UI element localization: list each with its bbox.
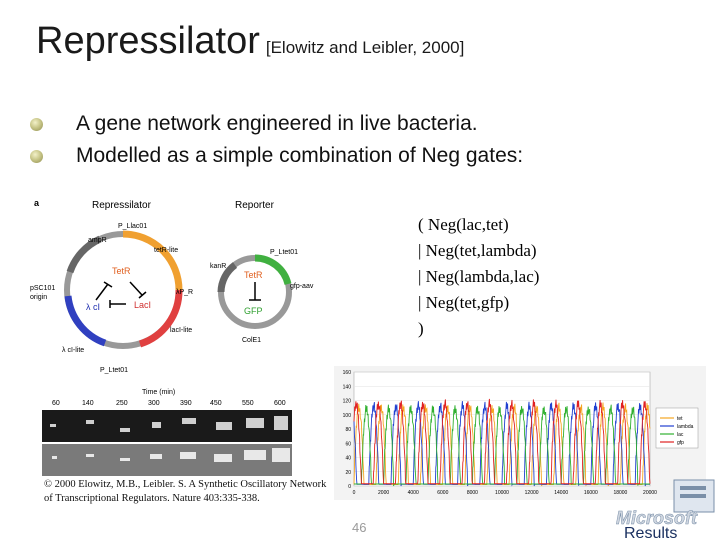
panel-a-label: a bbox=[34, 198, 40, 208]
y-tick-label: 160 bbox=[343, 370, 352, 376]
laci-lite-label: lacI-lite bbox=[170, 327, 192, 334]
reporter-tetr-label: TetR bbox=[244, 270, 263, 280]
microsoft-results-logo: Microsoft Results bbox=[616, 479, 715, 540]
y-tick-label: 60 bbox=[345, 441, 351, 447]
code-line: ( Neg(lac,tet) bbox=[418, 215, 509, 234]
bullet-text: A gene network engineered in live bacter… bbox=[76, 112, 478, 135]
time-tick: 300 bbox=[148, 400, 160, 407]
ci-lite-label: λ cI-lite bbox=[62, 347, 84, 354]
x-tick-label: 8000 bbox=[467, 490, 478, 496]
time-label: Time (min) bbox=[142, 389, 175, 396]
time-tick: 600 bbox=[274, 400, 286, 407]
x-tick-label: 12000 bbox=[525, 490, 539, 496]
page-number: 46 bbox=[352, 520, 367, 535]
title-citation: [Elowitz and Leibler, 2000] bbox=[265, 38, 465, 57]
x-tick-label: 0 bbox=[353, 490, 356, 496]
x-tick-label: 18000 bbox=[613, 490, 627, 496]
time-tick: 250 bbox=[116, 400, 128, 407]
kanr-label: kanR bbox=[210, 263, 226, 270]
reporter-label: Reporter bbox=[235, 200, 275, 211]
gfp-aav-label: gfp-aav bbox=[290, 283, 314, 290]
tetr-lite-label: tetR-lite bbox=[154, 247, 178, 254]
x-tick-label: 4000 bbox=[408, 490, 419, 496]
code-line: | Neg(lambda,lac) bbox=[418, 267, 540, 286]
code-line: | Neg(tet,lambda) bbox=[418, 241, 537, 260]
x-tick-label: 2000 bbox=[378, 490, 389, 496]
x-tick-label: 6000 bbox=[437, 490, 448, 496]
tetr-label: TetR bbox=[112, 266, 131, 276]
microscopy-frames bbox=[42, 410, 292, 476]
series-lines bbox=[353, 398, 651, 487]
lambda-ci-label: λ cI bbox=[86, 302, 100, 312]
repression-arrows bbox=[95, 281, 147, 308]
repressilator-figure: a Repressilator Reporter TetR LacI λ cI … bbox=[30, 198, 314, 476]
repressilator-label: Repressilator bbox=[92, 200, 152, 211]
y-tick-label: 140 bbox=[343, 384, 352, 390]
x-tick-label: 16000 bbox=[584, 490, 598, 496]
lambda-pr-label: λP_R bbox=[176, 289, 193, 296]
legend-label: lac bbox=[677, 432, 684, 438]
time-tick: 450 bbox=[210, 400, 222, 407]
y-tick-label: 100 bbox=[343, 413, 352, 419]
logo-bottom-text: Results bbox=[624, 525, 677, 540]
time-tick: 550 bbox=[242, 400, 254, 407]
time-tick: 60 bbox=[52, 400, 60, 407]
x-tick-label: 14000 bbox=[554, 490, 568, 496]
legend-label: gfp bbox=[677, 440, 684, 446]
copyright-citation: © 2000 Elowitz, M.B., Leibler. S. A Synt… bbox=[44, 479, 327, 504]
logo-top-text: Microsoft bbox=[616, 508, 698, 528]
y-tick-label: 0 bbox=[348, 484, 351, 490]
y-tick-label: 40 bbox=[345, 456, 351, 462]
ampr-label: ampR bbox=[88, 237, 107, 244]
repressilator-plasmid bbox=[64, 230, 183, 349]
x-tick-labels: 0 2000 4000 6000 8000 10000 12000 14000 16000 180… bbox=[353, 490, 658, 496]
x-tick-label: 20000 bbox=[643, 490, 657, 496]
series-line-gfp bbox=[353, 398, 651, 485]
oscillation-chart: 0 20 40 60 80 100 120 140 160 0 2000 4000 6000 8000 1… bbox=[334, 366, 706, 500]
bullet-icon bbox=[30, 118, 43, 131]
reporter-repression-arrow bbox=[249, 282, 261, 301]
time-tick: 140 bbox=[82, 400, 94, 407]
series-line-lac bbox=[354, 404, 650, 487]
legend-box bbox=[655, 407, 699, 449]
y-tick-label: 120 bbox=[343, 399, 352, 405]
neg-gate-code: ( Neg(lac,tet) | Neg(tet,lambda) | Neg(l… bbox=[418, 212, 539, 342]
chart-legend: tet lambda lac gfp bbox=[655, 407, 699, 449]
bullet-text: Modelled as a simple combination of Neg … bbox=[76, 144, 524, 167]
bullet-icon bbox=[30, 150, 43, 163]
y-tick-label: 20 bbox=[345, 470, 351, 476]
legend-label: tet bbox=[677, 416, 683, 422]
cole1-label: ColE1 bbox=[242, 337, 261, 344]
code-line: | Neg(tet,gfp) bbox=[418, 293, 510, 312]
legend-label: lambda bbox=[677, 424, 694, 430]
y-tick-label: 80 bbox=[345, 427, 351, 433]
reporter-plasmid bbox=[217, 254, 292, 329]
x-tick-label: 10000 bbox=[495, 490, 509, 496]
psc101-label: pSC101 bbox=[30, 285, 55, 292]
time-tick: 390 bbox=[180, 400, 192, 407]
ptet01-reporter-label: P_Ltet01 bbox=[270, 249, 298, 256]
panel-b-label: b bbox=[34, 417, 38, 424]
title-main: Repressilator bbox=[36, 20, 260, 62]
y-tick-labels: 0 20 40 60 80 100 120 140 160 bbox=[343, 370, 352, 490]
origin-label: origin bbox=[30, 294, 47, 301]
plac01-label: P_Llac01 bbox=[118, 223, 147, 230]
time-ticks: 60 140 250 300 390 450 550 600 bbox=[52, 400, 286, 407]
gfp-label: GFP bbox=[244, 306, 263, 316]
code-line: ) bbox=[418, 319, 424, 338]
slide-title: Repressilator [Elowitz and Leibler, 2000] bbox=[36, 20, 464, 63]
ptet01-bottom-label: P_Ltet01 bbox=[100, 367, 128, 374]
laci-label: LacI bbox=[134, 300, 151, 310]
